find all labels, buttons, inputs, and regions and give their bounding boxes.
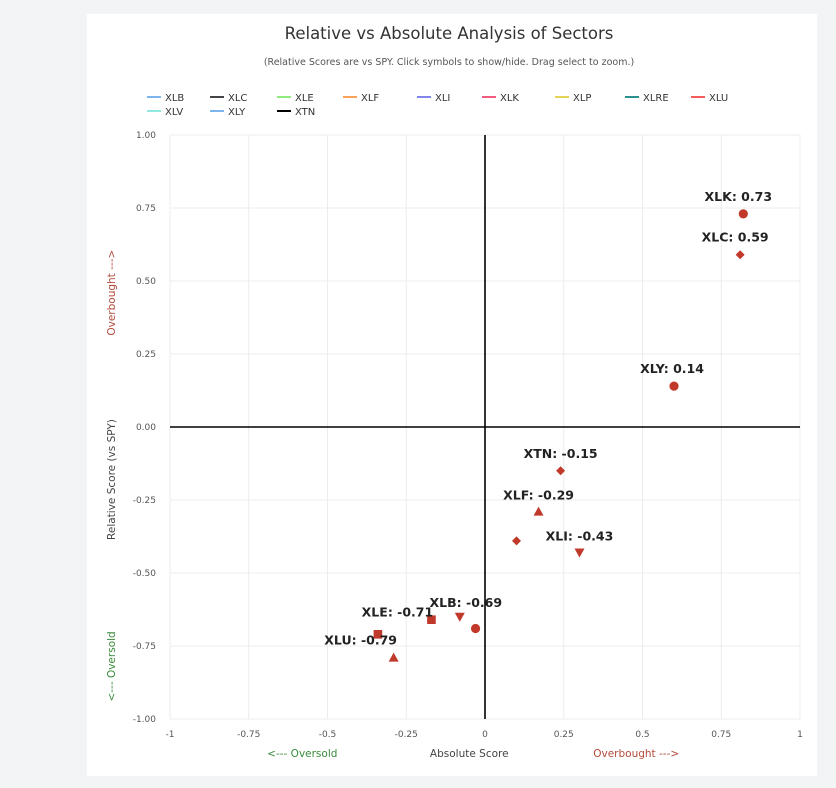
axis-titles: <--- Oversold Absolute Score Overbought --… [106, 250, 679, 760]
point-xlv[interactable] [373, 630, 383, 639]
chart-subtitle: (Relative Scores are vs SPY. Click symbo… [264, 57, 634, 68]
x-tick-label: 0.25 [554, 730, 574, 740]
point-label-xtn: XTN: -0.15 [524, 446, 598, 461]
legend-item-xlc[interactable]: XLC [210, 93, 247, 104]
point-xli[interactable] [574, 548, 585, 558]
legend-item-xli[interactable]: XLI [417, 93, 450, 104]
legend-label: XLB [165, 93, 184, 104]
x-tick-label: -0.25 [395, 730, 418, 740]
y-tick-label: -0.50 [133, 569, 157, 579]
point-label-xli: XLI: -0.43 [546, 529, 614, 544]
y-axis-title-main: Relative Score (vs SPY) [106, 419, 118, 540]
legend-item-xlv[interactable]: XLV [147, 107, 183, 118]
x-tick-label: -0.5 [319, 730, 337, 740]
legend-item-xlf[interactable]: XLF [343, 93, 379, 104]
y-axis-title-left: <--- Oversold [106, 631, 118, 701]
legend-label: XLY [228, 107, 246, 118]
scatter-chart[interactable]: Relative vs Absolute Analysis of Sectors… [87, 14, 817, 776]
legend-label: XLP [573, 93, 591, 104]
legend-label: XLV [165, 107, 183, 118]
legend-item-xlb[interactable]: XLB [147, 93, 184, 104]
y-tick-label: 0.75 [136, 204, 156, 214]
x-axis-title-right: Overbought ---> [593, 748, 679, 760]
legend-label: XLF [361, 93, 379, 104]
point-xle[interactable] [427, 615, 436, 625]
legend-label: XLU [709, 93, 728, 104]
point-label-xly: XLY: 0.14 [640, 361, 704, 376]
legend-item-xtn[interactable]: XTN [277, 107, 315, 118]
point-xtn[interactable] [556, 466, 566, 476]
point-xlc[interactable] [735, 250, 745, 260]
legend-item-xle[interactable]: XLE [277, 93, 314, 104]
chart-title: Relative vs Absolute Analysis of Sectors [285, 24, 614, 43]
legend-label: XLC [228, 93, 247, 104]
point-xlp[interactable] [512, 536, 521, 546]
x-tick-label: 0.5 [635, 730, 649, 740]
tick-labels: -1 -0.75 -0.5 -0.25 0 0.25 0.5 0.75 1 1.00 0.75 0.5… [133, 131, 803, 740]
chart-card: Relative vs Absolute Analysis of Sectors… [87, 14, 817, 776]
data-points [373, 209, 748, 662]
legend-item-xlu[interactable]: XLU [691, 93, 728, 104]
x-tick-label: -0.75 [237, 730, 260, 740]
point-label-xlf: XLF: -0.29 [503, 488, 574, 503]
x-tick-label: 0.75 [711, 730, 731, 740]
legend-label: XLE [295, 93, 314, 104]
point-label-xlc: XLC: 0.59 [702, 230, 769, 245]
legend-item-xlre[interactable]: XLRE [625, 93, 669, 104]
legend-item-xlp[interactable]: XLP [555, 93, 591, 104]
y-tick-label: 0.50 [136, 277, 156, 287]
legend: XLB XLC XLE XLF XLI XLK XLP XLRE XLU XLV XLY XTN [147, 93, 728, 118]
point-label-xlb: XLB: -0.69 [430, 595, 503, 610]
point-xlu[interactable] [388, 652, 399, 662]
y-tick-label: 1.00 [136, 131, 156, 141]
x-tick-label: 1 [797, 730, 803, 740]
legend-label: XLRE [643, 93, 669, 104]
point-xlb[interactable] [454, 612, 465, 622]
point-label-xlu: XLU: -0.79 [324, 633, 397, 648]
legend-item-xly[interactable]: XLY [210, 107, 246, 118]
y-tick-label: 0.00 [136, 423, 156, 433]
y-tick-label: -0.75 [133, 642, 156, 652]
point-xlk[interactable] [738, 209, 748, 219]
point-xlf[interactable] [533, 506, 544, 516]
legend-label: XLI [435, 93, 450, 104]
point-xly[interactable] [669, 381, 679, 391]
x-tick-label: 0 [482, 730, 488, 740]
point-xlre[interactable] [470, 623, 481, 634]
legend-label: XTN [295, 107, 315, 118]
x-axis-title-main: Absolute Score [430, 748, 509, 760]
y-tick-label: -0.25 [133, 496, 156, 506]
legend-label: XLK [500, 93, 519, 104]
y-tick-label: 0.25 [136, 350, 156, 360]
x-tick-label: -1 [166, 730, 175, 740]
axes [170, 135, 800, 719]
point-label-xle: XLE: -0.71 [362, 605, 434, 620]
legend-item-xlk[interactable]: XLK [482, 93, 519, 104]
point-labels: XLB: -0.69 XLC: 0.59 XLE: -0.71 XLF: -0.29 X… [324, 189, 772, 648]
y-tick-label: -1.00 [133, 715, 157, 725]
y-axis-title-right: Overbought ---> [106, 250, 118, 336]
point-label-xlk: XLK: 0.73 [705, 189, 772, 204]
x-axis-title-left: <--- Oversold [267, 748, 337, 760]
